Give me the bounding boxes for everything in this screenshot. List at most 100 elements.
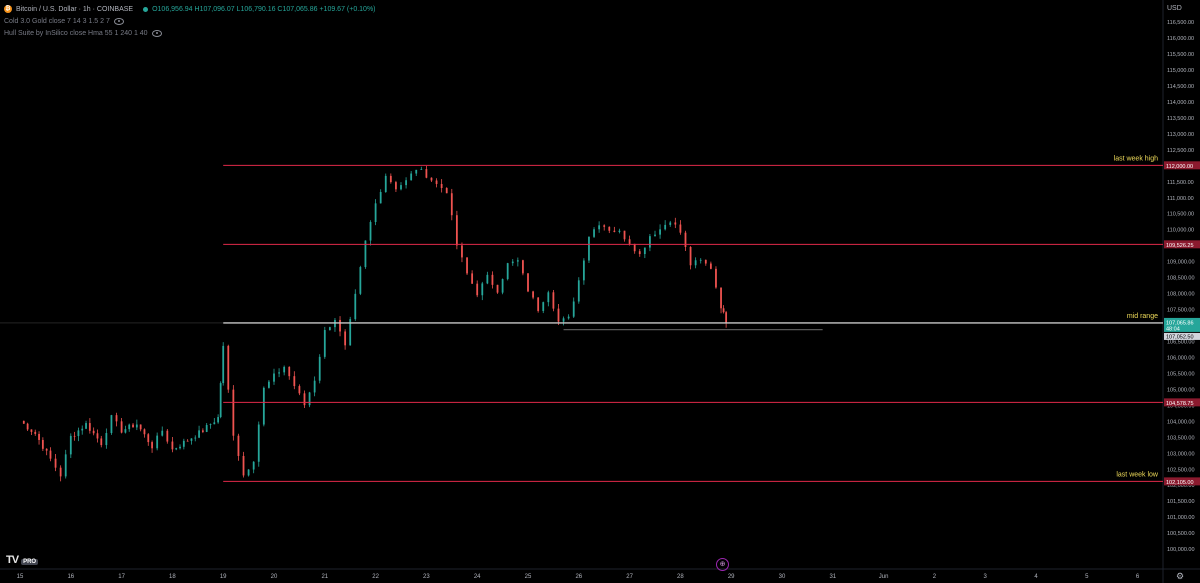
candle-body (135, 424, 138, 428)
candle-body (603, 225, 606, 227)
candle-body (527, 273, 529, 292)
price-tick-label: 100,500.00 (1167, 531, 1195, 537)
candle-body (217, 417, 220, 423)
level-price-tag (1164, 398, 1200, 407)
candle-body (567, 316, 570, 319)
candle-body (161, 430, 164, 436)
support-price-text: 107,052.50 (1166, 334, 1194, 340)
market-status-icon (143, 6, 149, 12)
candle-body (323, 330, 326, 357)
candle-body (725, 312, 728, 323)
eye-icon[interactable] (113, 17, 124, 25)
candle-body (293, 376, 296, 387)
price-tick-label: 101,500.00 (1167, 499, 1195, 505)
price-tick-label: 111,500.00 (1167, 180, 1194, 186)
candle-body (395, 182, 397, 190)
candle-body (704, 259, 707, 264)
price-tick-label: 108,000.00 (1167, 292, 1195, 298)
candle-body (73, 435, 76, 437)
candle-body (22, 420, 25, 424)
candle-body (227, 345, 230, 390)
candle-body (344, 331, 347, 346)
candle-body (257, 424, 260, 462)
eye-icon[interactable] (151, 29, 162, 37)
event-marker-icon[interactable]: ⊕ (716, 558, 729, 571)
candle-body (532, 291, 534, 298)
candle-body (96, 433, 99, 439)
indicator-hull-suite[interactable]: Hull Suite by InSilico close Hma 55 1 24… (4, 29, 148, 37)
candle-body (222, 345, 225, 384)
candle-body (435, 180, 438, 184)
candle-body (179, 446, 181, 449)
candle-body (374, 203, 377, 223)
candle-body (389, 175, 392, 183)
candle-body (88, 423, 91, 431)
candle-body (562, 318, 565, 322)
candle-body (268, 381, 270, 388)
candle-body (190, 438, 193, 441)
candle-body (557, 308, 560, 322)
price-tick-label: 112,500.00 (1167, 148, 1194, 154)
tradingview-logo: TV PRO (6, 554, 39, 566)
ohlc-values: O106,956.94 H107,096.07 L106,790.16 C107… (152, 5, 376, 13)
candle-body (194, 437, 197, 439)
symbol-title[interactable]: Bitcoin / U.S. Dollar · 1h · COINBASE (16, 5, 134, 13)
candle-body (242, 455, 245, 476)
currency-label[interactable]: USD (1167, 5, 1182, 12)
candle-body (689, 246, 692, 266)
candle-body (171, 441, 174, 450)
price-tick-label: 103,500.00 (1167, 435, 1195, 441)
indicator-cold-gold[interactable]: Cold 3.0 Gold close 7 14 3 1.5 2 7 (4, 17, 110, 25)
candle-body (684, 232, 687, 247)
time-tick-label: 16 (67, 574, 74, 580)
candle-body (496, 284, 499, 293)
time-tick-label: 30 (779, 574, 786, 580)
time-tick-label: 6 (1136, 574, 1140, 580)
candle-body (628, 239, 631, 244)
level-price-tag (1164, 240, 1200, 249)
candle-body (588, 236, 590, 261)
candle-body (59, 467, 62, 477)
price-tick-label: 114,000.00 (1167, 100, 1194, 106)
candle-body (552, 292, 555, 309)
candle-body (201, 430, 204, 432)
price-tick-label: 115,500.00 (1167, 52, 1194, 58)
candle-body (318, 356, 321, 381)
candle-body (450, 193, 453, 216)
candle-body (283, 366, 286, 373)
candle-body (466, 257, 468, 274)
candle-body (491, 274, 494, 285)
candle-body (679, 224, 682, 233)
price-tick-label: 105,000.00 (1167, 387, 1195, 393)
candle-body (516, 260, 519, 262)
time-tick-label: 4 (1034, 574, 1038, 580)
candle-body (720, 287, 722, 309)
candle-body (674, 222, 677, 225)
chart-header: ₿ Bitcoin / U.S. Dollar · 1h · COINBASE … (4, 3, 376, 39)
bitcoin-icon: ₿ (4, 5, 12, 13)
price-tick-label: 102,500.00 (1167, 467, 1195, 473)
candle-body (410, 173, 413, 181)
candle-body (41, 439, 44, 449)
price-tick-label: 114,500.00 (1167, 84, 1194, 90)
candle-body (26, 423, 29, 430)
candle-body (709, 263, 712, 269)
level-price-tag-text: 112,000.00 (1166, 164, 1193, 170)
level-price-tag-text: 109,526.25 (1166, 243, 1194, 249)
gear-icon[interactable]: ⚙ (1176, 571, 1185, 581)
candle-body (643, 247, 646, 255)
time-tick-label: 20 (271, 574, 278, 580)
candle-body (288, 366, 291, 377)
candle-body (722, 308, 725, 313)
price-tick-label: 100,000.00 (1167, 547, 1195, 553)
price-tick-label: 104,500.00 (1167, 403, 1195, 409)
candle-body (128, 424, 131, 430)
candle-body (262, 387, 265, 425)
candle-body (715, 268, 717, 288)
candle-body (252, 461, 255, 470)
price-tick-label: 113,000.00 (1167, 132, 1194, 138)
time-tick-label: 25 (525, 574, 532, 580)
candle-body (694, 260, 697, 266)
candle-body (92, 430, 95, 434)
